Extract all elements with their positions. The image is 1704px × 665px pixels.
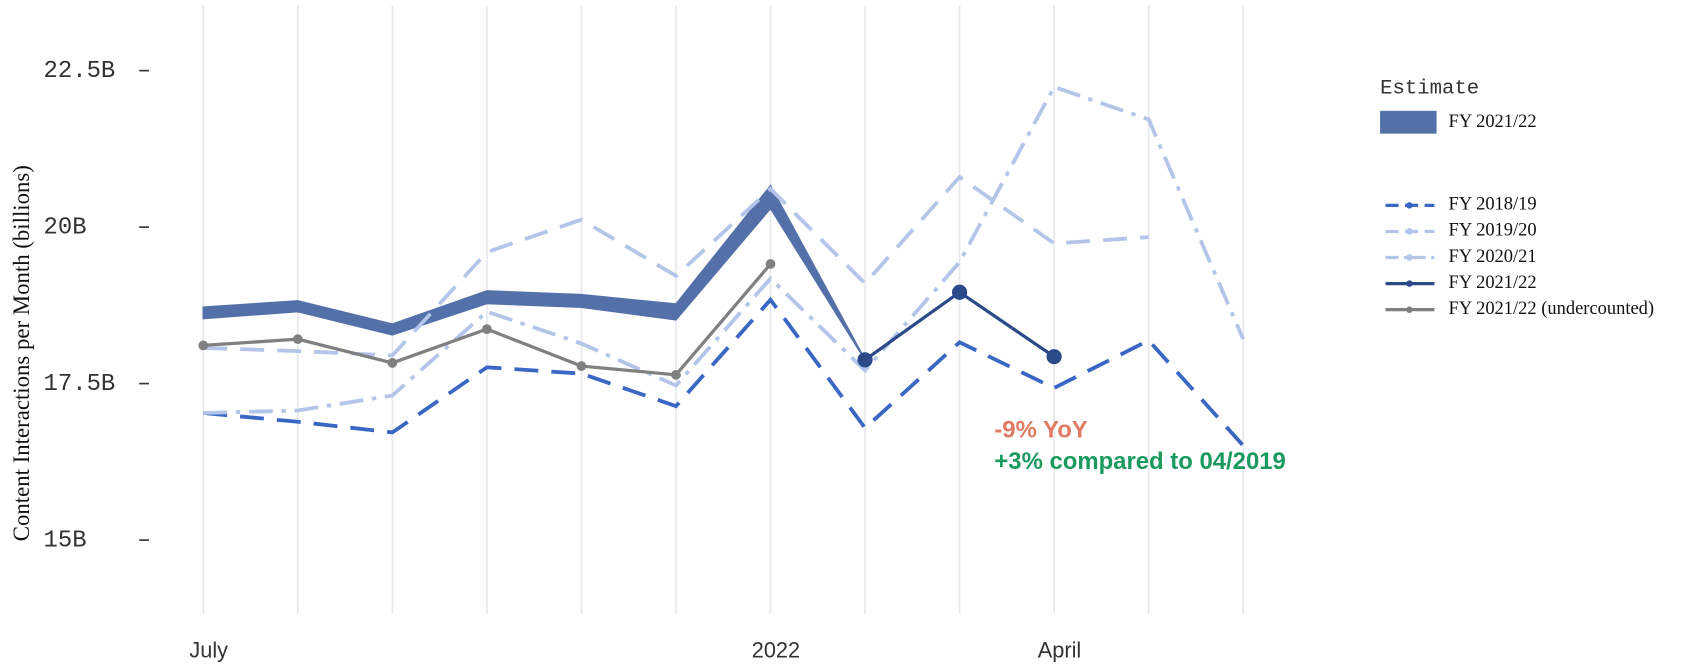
legend-swatch	[1380, 110, 1437, 134]
series-marker	[1046, 349, 1062, 365]
series-marker	[292, 334, 303, 345]
y-tick-label: 17.5B	[44, 371, 116, 398]
legend-label: FY 2021/22 (undercounted)	[1449, 298, 1655, 319]
legend-marker	[1406, 254, 1413, 261]
legend-label: FY 2020/21	[1449, 246, 1537, 266]
legend-marker	[1406, 202, 1413, 209]
estimate-band	[202, 184, 866, 361]
series-marker	[387, 358, 398, 368]
legend-marker	[1406, 306, 1413, 313]
series-marker	[671, 369, 681, 380]
series-marker	[198, 340, 209, 351]
x-tick-label: 2022	[752, 638, 800, 663]
y-tick-label: 15B	[44, 527, 87, 554]
y-tick-label: 20B	[44, 214, 87, 241]
series-line	[203, 84, 1245, 415]
annotation: +3% compared to 04/2019	[994, 448, 1285, 475]
x-tick-label: April	[1038, 638, 1081, 663]
x-tick-label: July	[189, 638, 228, 663]
annotation: -9% YoY	[994, 417, 1087, 444]
legend-title: Estimate	[1380, 77, 1479, 100]
series-marker	[951, 284, 968, 300]
series-marker	[482, 324, 492, 335]
legend-label: FY 2019/20	[1449, 220, 1537, 240]
legend-label: FY 2021/22	[1449, 272, 1537, 292]
series-marker	[765, 259, 776, 269]
legend-label: FY 2021/22	[1449, 111, 1537, 131]
series-marker	[576, 361, 587, 371]
legend-marker	[1406, 280, 1413, 287]
y-axis-label: Content Interactions per Month (billions…	[9, 165, 34, 541]
series-marker	[857, 352, 873, 368]
legend-marker	[1406, 228, 1413, 235]
legend-label: FY 2018/19	[1449, 194, 1537, 214]
series-line	[203, 296, 1245, 447]
y-tick-label: 22.5B	[44, 58, 116, 85]
